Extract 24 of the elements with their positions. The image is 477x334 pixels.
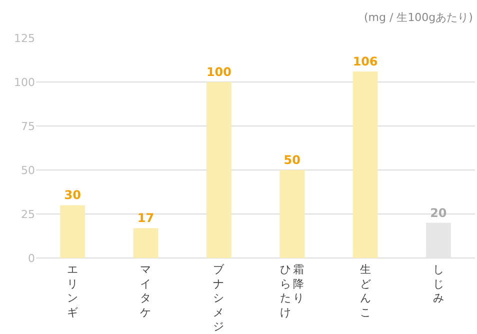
y-tick-label: 75	[21, 120, 35, 133]
y-tick-label: 100	[14, 76, 35, 89]
text: (mg / 生100gあたり)	[364, 11, 473, 24]
data-label: 50	[284, 153, 300, 167]
data-label: 30	[64, 188, 81, 202]
bar	[206, 82, 232, 258]
bar	[60, 205, 86, 258]
bar	[352, 71, 378, 258]
x-tick-label: 生どんこ	[360, 263, 371, 319]
data-label: 100	[206, 65, 232, 80]
data-label: 20	[430, 206, 447, 220]
x-tick-label: しじみ	[433, 263, 444, 305]
y-tick-label: 50	[21, 164, 35, 177]
x-tick-label: ブナシメジ	[213, 263, 225, 334]
data-label: 17	[137, 211, 154, 226]
category-label: 霜降りひらたけ	[280, 263, 304, 319]
y-tick-label: 0	[28, 252, 35, 265]
bar	[133, 228, 158, 258]
bar	[280, 170, 305, 258]
data-label: 106	[352, 54, 378, 68]
x-tick-label: エリンギ	[67, 263, 78, 319]
x-tick-label: マイタケ	[140, 263, 151, 319]
y-tick-label: 25	[21, 208, 35, 221]
y-tick-label: 125	[14, 32, 35, 45]
